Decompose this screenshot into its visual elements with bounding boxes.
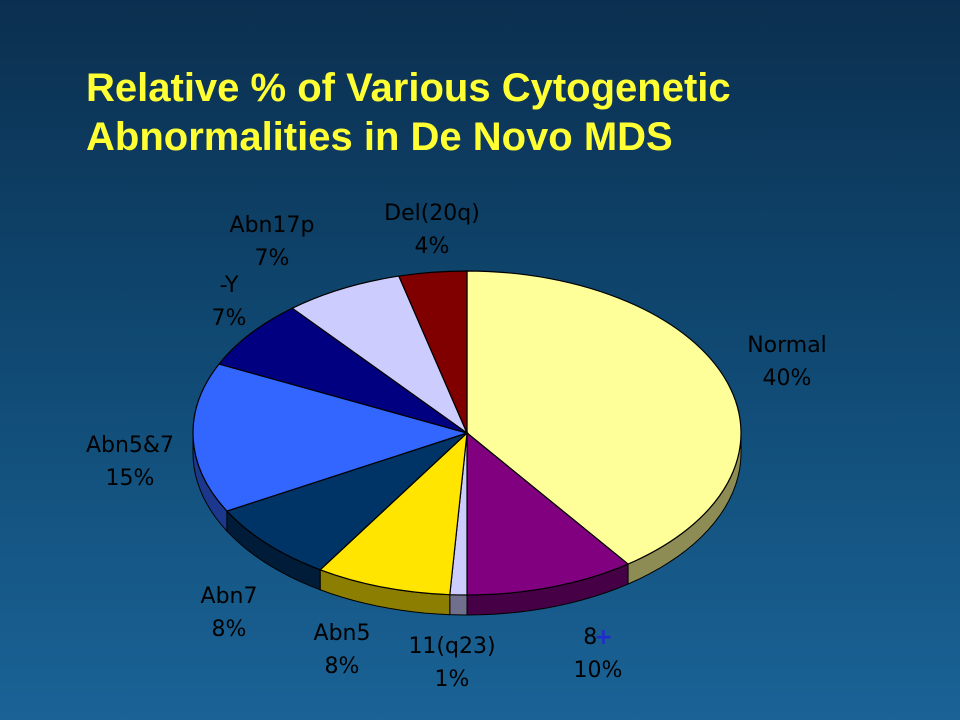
pie-slice-abn5-7 (192, 363, 470, 512)
pie-slice-abn17p (291, 275, 469, 435)
pie-value-abn7: 8% (212, 617, 247, 642)
pie-label-del-20q: Del(20q) (384, 201, 480, 226)
pie-value-11-q23: 1% (435, 667, 470, 692)
pie-slice-del-20q (397, 270, 468, 434)
pie-label-abn17p: Abn17p (230, 213, 315, 238)
pie-label-abn5: Abn5 (314, 621, 371, 646)
pie-label-y: -Y (220, 273, 239, 298)
chart-title: Relative % of Various Cytogenetic Abnorm… (86, 64, 926, 162)
pie-side-11-q23 (449, 594, 468, 616)
pie-value-abn5-7: 15% (106, 466, 155, 491)
pie-slice-8 (466, 431, 630, 596)
pie-label-8: 8+ (583, 625, 612, 650)
pie-top-slices (192, 270, 742, 596)
pie-value-8: 10% (574, 658, 623, 683)
pie-label-normal: Normal (747, 333, 827, 358)
pie-slice-normal (466, 270, 742, 565)
pie-labels: Normal 40% 8+ 10% 11(q23) 1% Abn5 8% Abn7 8% Abn5&… (86, 201, 827, 692)
pie-value-del-20q: 4% (415, 234, 450, 259)
title-line-1: Relative % of Various Cytogenetic (86, 66, 731, 110)
pie-label-abn5-7: Abn5&7 (86, 433, 174, 458)
title-line-2: Abnormalities in De Novo MDS (86, 115, 673, 159)
pie-slice-abn7 (225, 432, 468, 571)
pie-slice-y (218, 307, 468, 434)
pie-value-abn5: 8% (325, 654, 360, 679)
pie-value-y: 7% (212, 306, 247, 331)
pie-value-abn17p: 7% (255, 246, 290, 271)
pie-value-normal: 40% (763, 366, 812, 391)
pie-side-walls (192, 432, 742, 616)
pie-label-11-q23: 11(q23) (408, 634, 495, 659)
pie-slice-abn5 (319, 431, 468, 596)
pie-label-abn7: Abn7 (201, 584, 258, 609)
